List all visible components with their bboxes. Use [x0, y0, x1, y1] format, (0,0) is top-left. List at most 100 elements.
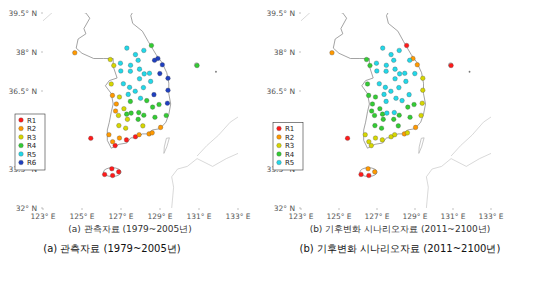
coastline	[426, 159, 451, 208]
station-point	[363, 132, 368, 137]
coastline	[197, 153, 238, 166]
station-point	[108, 57, 113, 62]
legend-label: R3	[285, 142, 294, 150]
legend-label: R2	[285, 134, 294, 142]
station-point	[138, 96, 143, 101]
x-tick-label: 133° E	[478, 212, 503, 221]
station-point	[383, 85, 388, 90]
x-tick-label: 129° E	[402, 212, 427, 221]
station-point	[412, 102, 417, 107]
station-point	[379, 126, 384, 131]
station-point	[116, 113, 121, 118]
island	[469, 71, 471, 73]
station-point	[381, 117, 386, 122]
legend-key	[277, 143, 282, 148]
station-point	[136, 110, 141, 115]
station-point	[164, 113, 169, 118]
x-tick-label: 123° E	[30, 212, 55, 221]
station-point	[88, 136, 93, 141]
station-point	[137, 67, 142, 72]
station-point	[375, 69, 380, 74]
station-point	[117, 123, 122, 128]
x-tick-label: 127° E	[364, 212, 389, 221]
station-point	[365, 82, 370, 87]
station-point	[107, 132, 112, 137]
x-tick	[377, 208, 378, 210]
y-tick	[41, 208, 43, 209]
x-tick-label: 125° E	[326, 212, 351, 221]
station-point	[128, 69, 133, 74]
station-point	[366, 93, 371, 98]
station-point	[415, 62, 420, 67]
station-point	[392, 110, 397, 115]
legend-key	[277, 152, 282, 157]
station-point	[380, 138, 385, 143]
x-tick	[491, 208, 492, 210]
station-point	[408, 115, 413, 120]
station-point	[392, 132, 397, 137]
x-tick-label: 131° E	[186, 212, 211, 221]
stations	[72, 43, 199, 178]
y-tick	[41, 52, 43, 53]
station-point	[397, 113, 402, 118]
station-point	[405, 105, 410, 110]
legend-label: R1	[27, 117, 36, 125]
station-point	[367, 173, 372, 178]
station-point	[150, 105, 155, 110]
legend-box	[15, 114, 45, 170]
y-tick-label: 38° N	[16, 48, 37, 57]
station-point	[157, 102, 162, 107]
station-point	[407, 58, 412, 63]
station-point	[142, 113, 147, 118]
legend: R1R2R3R4R5R6	[15, 114, 45, 170]
station-point	[367, 139, 372, 144]
station-point	[137, 76, 142, 81]
station-point	[72, 50, 77, 55]
x-tick-label: 131° E	[440, 212, 465, 221]
stations	[330, 43, 454, 178]
station-point	[144, 98, 149, 103]
station-point	[110, 173, 115, 178]
station-point	[158, 71, 163, 76]
station-point	[377, 81, 382, 86]
station-point	[420, 88, 425, 93]
legend-label: R1	[285, 125, 294, 133]
station-point	[110, 93, 115, 98]
station-point	[121, 81, 126, 86]
station-point	[373, 95, 378, 100]
station-point	[142, 48, 147, 53]
station-point	[133, 89, 138, 94]
legend-label: R5	[285, 159, 294, 167]
station-point	[420, 101, 425, 106]
legend-label: R4	[285, 151, 295, 159]
legend-label: R5	[27, 151, 36, 159]
station-point	[389, 52, 394, 57]
legend-label: R3	[27, 134, 36, 142]
x-tick-label: 129° E	[147, 212, 172, 221]
x-tick	[453, 208, 454, 210]
island	[194, 63, 198, 67]
x-tick	[199, 208, 200, 210]
x-tick	[82, 208, 83, 210]
station-point	[373, 136, 378, 141]
station-point	[384, 63, 389, 68]
station-point	[393, 67, 398, 72]
station-point	[152, 92, 157, 97]
station-point	[400, 98, 405, 103]
station-point	[119, 69, 124, 74]
station-point	[369, 109, 374, 114]
x-tick	[238, 208, 239, 210]
caption: (a) 관측자료 (1979~2005년)	[43, 243, 180, 254]
station-point	[391, 117, 396, 122]
coastline	[164, 138, 170, 154]
y-tick-label: 36.5° N	[267, 87, 295, 96]
legend-key	[19, 143, 24, 148]
x-tick-label: 127° E	[108, 212, 133, 221]
station-point	[166, 76, 171, 81]
station-point	[124, 112, 129, 117]
station-point	[449, 63, 454, 68]
station-point	[136, 58, 141, 63]
station-point	[413, 71, 418, 76]
legend-label: R4	[27, 142, 37, 150]
station-point	[405, 131, 410, 136]
